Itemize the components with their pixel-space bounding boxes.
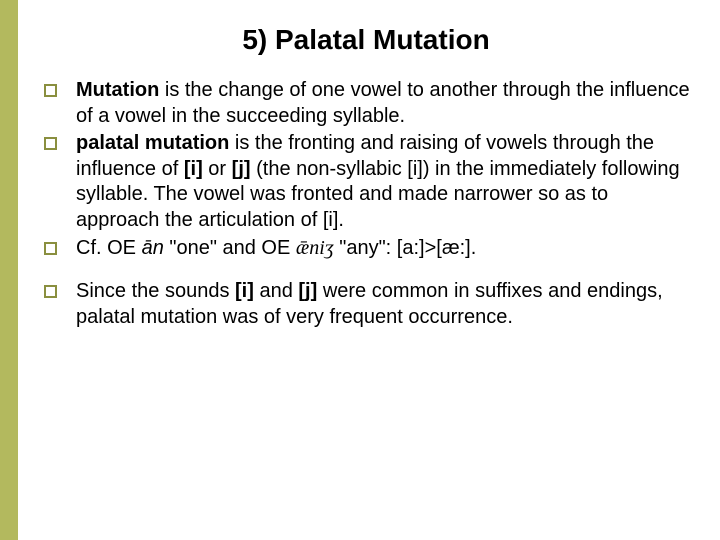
- bullet-text: Cf. OE ān "one" and OE ǣniʒ "any": [a:]>…: [76, 237, 476, 259]
- square-bullet-icon: [44, 242, 57, 255]
- accent-bar: [0, 0, 18, 540]
- slide-title: 5) Palatal Mutation: [42, 24, 690, 56]
- bullet-text: palatal mutation is the fronting and rai…: [76, 132, 680, 231]
- square-bullet-icon: [44, 137, 57, 150]
- square-bullet-icon: [44, 84, 57, 97]
- bullet-text: Mutation is the change of one vowel to a…: [76, 79, 690, 127]
- bullet-group-2: Since the sounds [i] and [j] were common…: [42, 279, 690, 330]
- bullet-item: palatal mutation is the fronting and rai…: [42, 131, 690, 233]
- bullet-group-1: Mutation is the change of one vowel to a…: [42, 78, 690, 261]
- square-bullet-icon: [44, 285, 57, 298]
- bullet-text: Since the sounds [i] and [j] were common…: [76, 280, 663, 328]
- bullet-item: Mutation is the change of one vowel to a…: [42, 78, 690, 129]
- slide-body: 5) Palatal Mutation Mutation is the chan…: [18, 0, 720, 540]
- bullet-item: Since the sounds [i] and [j] were common…: [42, 279, 690, 330]
- bullet-item: Cf. OE ān "one" and OE ǣniʒ "any": [a:]>…: [42, 236, 690, 262]
